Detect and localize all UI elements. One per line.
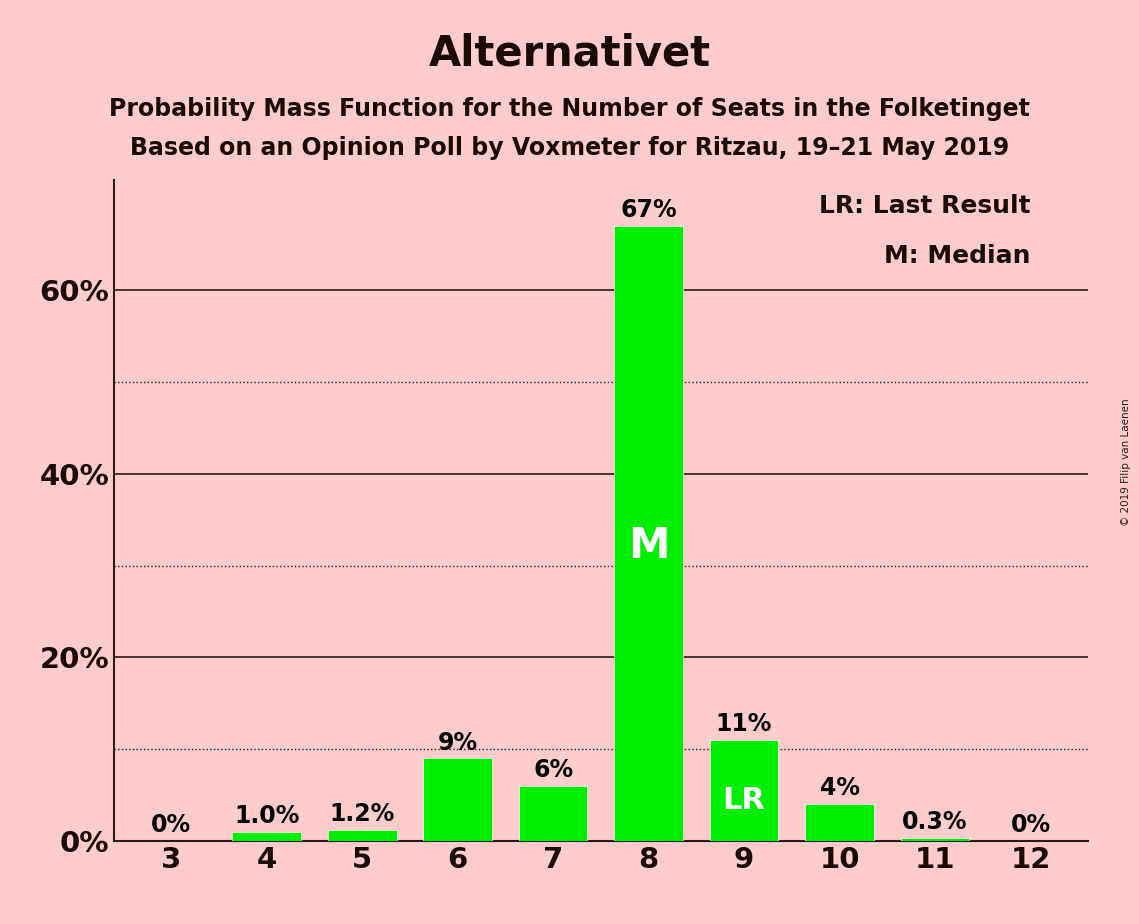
Text: M: Median: M: Median bbox=[884, 245, 1031, 268]
Text: M: M bbox=[628, 525, 670, 566]
Text: 4%: 4% bbox=[819, 776, 860, 800]
Text: Based on an Opinion Poll by Voxmeter for Ritzau, 19–21 May 2019: Based on an Opinion Poll by Voxmeter for… bbox=[130, 136, 1009, 160]
Bar bbox=[232, 832, 301, 841]
Bar bbox=[901, 838, 969, 841]
Text: 0.3%: 0.3% bbox=[902, 810, 968, 834]
Text: 1.2%: 1.2% bbox=[329, 802, 395, 826]
Bar bbox=[805, 804, 874, 841]
Text: 1.0%: 1.0% bbox=[233, 804, 300, 828]
Bar bbox=[328, 830, 396, 841]
Text: 11%: 11% bbox=[715, 712, 772, 736]
Text: 6%: 6% bbox=[533, 758, 573, 782]
Text: Alternativet: Alternativet bbox=[428, 32, 711, 74]
Text: 0%: 0% bbox=[1010, 813, 1050, 837]
Text: Probability Mass Function for the Number of Seats in the Folketinget: Probability Mass Function for the Number… bbox=[109, 97, 1030, 121]
Bar bbox=[614, 226, 683, 841]
Text: 9%: 9% bbox=[437, 731, 477, 755]
Bar bbox=[424, 759, 492, 841]
Bar bbox=[710, 740, 778, 841]
Bar bbox=[518, 785, 588, 841]
Text: © 2019 Filip van Laenen: © 2019 Filip van Laenen bbox=[1121, 398, 1131, 526]
Text: LR: Last Result: LR: Last Result bbox=[819, 194, 1031, 218]
Text: 0%: 0% bbox=[151, 813, 191, 837]
Text: 67%: 67% bbox=[621, 199, 677, 223]
Text: LR: LR bbox=[722, 786, 765, 815]
